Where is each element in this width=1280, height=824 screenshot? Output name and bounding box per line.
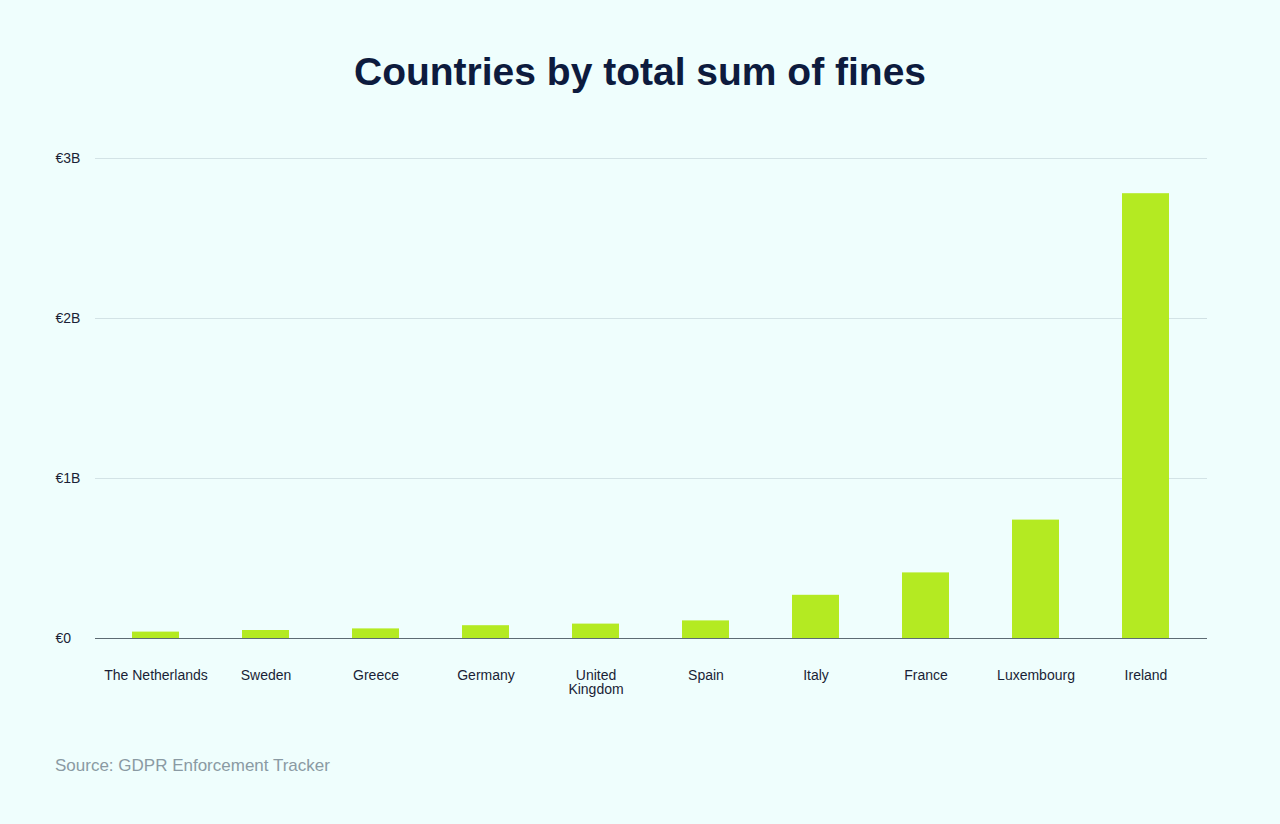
svg-text:€0: €0 [56, 630, 72, 646]
svg-text:Greece: Greece [353, 667, 399, 683]
svg-text:Italy: Italy [803, 667, 829, 683]
svg-text:The Netherlands: The Netherlands [104, 667, 208, 683]
svg-text:UnitedKingdom: UnitedKingdom [568, 667, 623, 697]
svg-text:€1B: €1B [56, 470, 81, 486]
svg-text:Germany: Germany [457, 667, 515, 683]
svg-text:€2B: €2B [56, 310, 81, 326]
html-text:Source: GDPR Enforcement Track: Source: GDPR Enforcement Tracker [55, 756, 330, 775]
svg-text:Sweden: Sweden [241, 667, 292, 683]
svg-text:Spain: Spain [688, 667, 724, 683]
svg-text:€3B: €3B [56, 150, 81, 166]
svg-text:France: France [904, 667, 948, 683]
html-text:Countries by total sum of fine: Countries by total sum of fines [354, 50, 926, 93]
svg-text:Ireland: Ireland [1125, 667, 1168, 683]
svg-text:Luxembourg: Luxembourg [997, 667, 1075, 683]
